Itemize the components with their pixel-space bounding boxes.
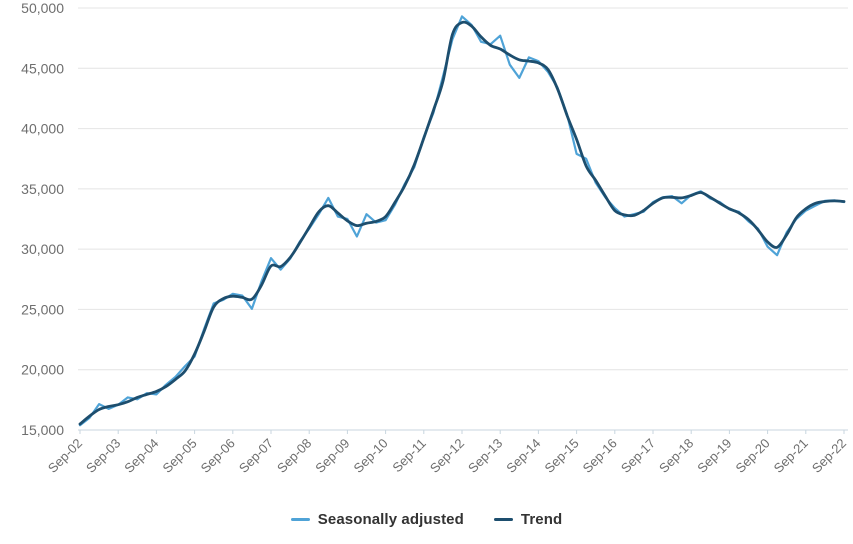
x-axis-tick-label: Sep-18 xyxy=(656,436,696,476)
x-axis-tick-label: Sep-13 xyxy=(465,436,505,476)
x-axis-tick-label: Sep-20 xyxy=(732,436,772,476)
x-axis-tick-label: Sep-17 xyxy=(618,436,658,476)
x-axis-tick-label: Sep-06 xyxy=(198,436,238,476)
x-axis-tick-label: Sep-10 xyxy=(350,436,390,476)
x-axis-tick-label: Sep-16 xyxy=(580,436,620,476)
legend-marker-trend-icon xyxy=(493,517,513,521)
legend-item-seasonally-adjusted[interactable]: Seasonally adjusted xyxy=(290,510,464,528)
series-line-trend xyxy=(78,20,846,426)
x-axis-tick-label: Sep-02 xyxy=(45,436,85,476)
y-axis-tick-label: 30,000 xyxy=(21,241,64,257)
y-axis-tick-label: 15,000 xyxy=(21,422,64,438)
legend-item-trend[interactable]: Trend xyxy=(493,510,563,528)
series-line-seasonally-adjusted xyxy=(78,15,846,427)
x-axis-labels: Sep-02Sep-03Sep-04Sep-05Sep-06Sep-07Sep-… xyxy=(45,436,849,476)
x-axis-tick-label: Sep-15 xyxy=(541,436,581,476)
x-axis-tick-label: Sep-21 xyxy=(771,436,811,476)
x-axis-tick-label: Sep-04 xyxy=(121,436,161,476)
x-axis-tick-label: Sep-05 xyxy=(159,436,199,476)
y-axis-labels: 15,000 20,000 25,000 30,000 35,000 40,000 45,0… xyxy=(21,0,64,438)
line-chart-canvas: 15,000 20,000 25,000 30,000 35,000 40,000 45,0… xyxy=(21,0,849,476)
x-axis-tick-label: Sep-03 xyxy=(83,436,123,476)
x-axis-tick-label: Sep-14 xyxy=(503,436,543,476)
y-axis-tick-label: 20,000 xyxy=(21,362,64,378)
y-axis-tick-label: 45,000 xyxy=(21,60,64,76)
y-axis-tick-label: 25,000 xyxy=(21,301,64,317)
x-axis-tick-label: Sep-22 xyxy=(809,436,849,476)
x-axis-ticks xyxy=(79,430,845,434)
x-axis-tick-label: Sep-09 xyxy=(312,436,352,476)
legend-marker-seasonally-adjusted-icon xyxy=(290,517,310,521)
x-axis-tick-label: Sep-19 xyxy=(694,436,734,476)
y-axis-tick-label: 40,000 xyxy=(21,121,64,137)
gridlines xyxy=(78,7,848,431)
x-axis-tick-label: Sep-08 xyxy=(274,436,314,476)
legend-label-trend: Trend xyxy=(520,510,563,528)
chart-legend: Seasonally adjusted Trend xyxy=(0,502,853,536)
y-axis-tick-label: 35,000 xyxy=(21,181,64,197)
legend-label-seasonally-adjusted: Seasonally adjusted xyxy=(317,510,464,528)
x-axis-tick-label: Sep-07 xyxy=(236,436,276,476)
x-axis-tick-label: Sep-12 xyxy=(427,436,467,476)
y-axis-tick-label: 50,000 xyxy=(21,0,64,16)
x-axis-tick-label: Sep-11 xyxy=(389,436,429,476)
